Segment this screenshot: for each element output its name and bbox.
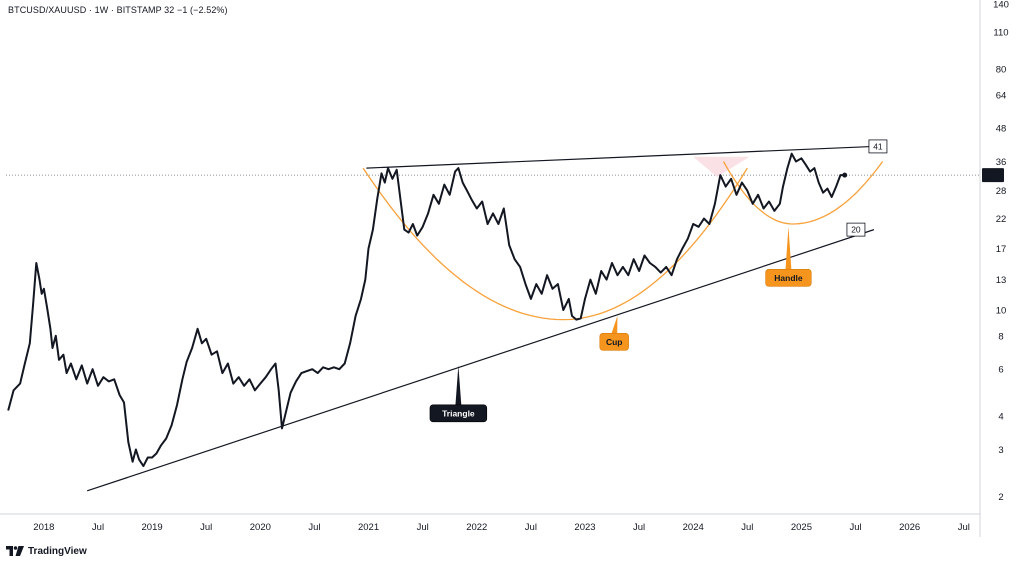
x-tick-label: Jul bbox=[417, 522, 429, 533]
x-tick-label: Jul bbox=[741, 522, 753, 533]
last-price-marker bbox=[842, 172, 848, 178]
handle-highlight-layer bbox=[693, 156, 750, 177]
price-series-layer bbox=[7, 152, 848, 468]
x-tick-label: Jul bbox=[92, 522, 104, 533]
x-tick-label: Jul bbox=[308, 522, 320, 533]
trend-label-box-lower bbox=[846, 222, 866, 237]
axes-layer: 2 3 4 6 8 10 13 17 22 28 36 48 64 80 110 140 2018 Jul 2019… bbox=[0, 0, 1009, 537]
y-tick-label: 110 bbox=[993, 28, 1008, 39]
price-line bbox=[7, 152, 845, 468]
tradingview-logo: TradingView bbox=[6, 544, 87, 558]
x-tick-label: 2020 bbox=[250, 522, 271, 533]
callout-pointer-cup bbox=[611, 315, 618, 335]
y-tick-label: 80 bbox=[996, 64, 1007, 75]
y-tick-label: 3 bbox=[998, 445, 1003, 456]
callout-pointer-handle bbox=[785, 226, 792, 271]
y-tick-label: 10 bbox=[996, 305, 1007, 316]
x-tick-label: 2019 bbox=[142, 522, 163, 533]
x-tick-label: Jul bbox=[849, 522, 861, 533]
y-tick-label: 140 bbox=[993, 0, 1009, 11]
x-tick-label: Jul bbox=[525, 522, 537, 533]
handle-curve bbox=[722, 161, 884, 225]
y-tick-label: 22 bbox=[996, 214, 1007, 225]
x-tick-label: 2025 bbox=[791, 522, 812, 533]
x-tick-label: 2022 bbox=[466, 522, 487, 533]
trend-label-box-upper bbox=[868, 139, 888, 154]
ticker-header: BTCUSD/XAUUSD · 1W · BITSTAMP 32 −1 (−2.… bbox=[8, 5, 228, 15]
y-tick-label: 28 bbox=[996, 186, 1007, 197]
tradingview-logo-icon bbox=[6, 546, 24, 556]
trend-label-lower: 20 bbox=[851, 225, 861, 235]
y-tick-label: 8 bbox=[998, 331, 1003, 342]
callout-pointer-triangle bbox=[455, 365, 462, 406]
current-price-label: 32 bbox=[988, 171, 999, 182]
callout-label-triangle: Triangle bbox=[442, 408, 475, 418]
callout-label-cup: Cup bbox=[606, 337, 623, 347]
current-price-badge bbox=[982, 168, 1004, 183]
y-tick-label: 48 bbox=[996, 124, 1007, 135]
x-tick-label: Jul bbox=[958, 522, 970, 533]
callout-label-handle: Handle bbox=[774, 273, 803, 283]
brand-name: TradingView bbox=[28, 545, 87, 557]
x-tick-label: Jul bbox=[200, 522, 212, 533]
trend-lines-layer: 41 20 bbox=[86, 139, 888, 492]
trend-label-upper: 41 bbox=[873, 141, 883, 151]
y-tick-label: 64 bbox=[996, 90, 1007, 101]
handle-highlight bbox=[693, 156, 750, 177]
cup-curve bbox=[362, 167, 748, 321]
y-tick-label: 17 bbox=[996, 244, 1007, 255]
x-tick-label: 2018 bbox=[33, 522, 54, 533]
callout-box-handle bbox=[765, 268, 812, 287]
y-tick-label: 4 bbox=[998, 412, 1003, 423]
x-tick-label: 2023 bbox=[574, 522, 595, 533]
trend-line-lower bbox=[86, 229, 875, 492]
pattern-curves-layer bbox=[362, 161, 884, 321]
x-tick-label: 2024 bbox=[683, 522, 704, 533]
annotations-layer: Triangle Cup Handle bbox=[429, 226, 812, 423]
x-tick-label: 2021 bbox=[358, 522, 379, 533]
x-tick-label: 2026 bbox=[899, 522, 920, 533]
x-tick-label: Jul bbox=[633, 522, 645, 533]
y-tick-label: 6 bbox=[998, 365, 1003, 376]
trend-line-upper bbox=[366, 145, 874, 169]
y-tick-label: 36 bbox=[996, 157, 1007, 168]
callout-box-triangle bbox=[429, 404, 488, 423]
y-tick-label: 13 bbox=[996, 275, 1007, 286]
callout-box-cup bbox=[599, 332, 629, 351]
y-tick-label: 2 bbox=[998, 492, 1003, 503]
